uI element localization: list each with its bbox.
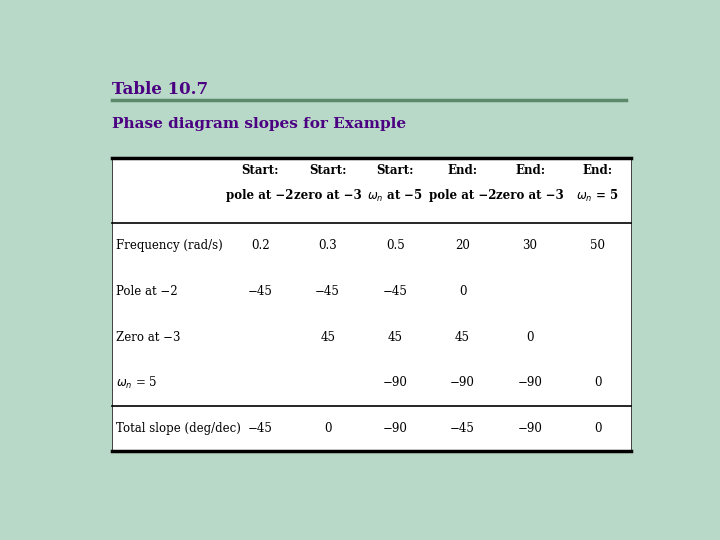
Text: pole at −2: pole at −2 bbox=[429, 190, 496, 202]
Text: −90: −90 bbox=[450, 376, 475, 389]
Text: pole at −2: pole at −2 bbox=[227, 190, 294, 202]
Text: Start:: Start: bbox=[241, 164, 279, 177]
Text: End:: End: bbox=[515, 164, 545, 177]
Text: −45: −45 bbox=[383, 285, 408, 298]
Text: Zero at −3: Zero at −3 bbox=[117, 330, 181, 343]
Text: 0: 0 bbox=[594, 422, 601, 435]
Text: 45: 45 bbox=[387, 330, 402, 343]
Text: Start:: Start: bbox=[309, 164, 346, 177]
Text: Table 10.7: Table 10.7 bbox=[112, 82, 209, 98]
Text: 0: 0 bbox=[459, 285, 467, 298]
Text: 0: 0 bbox=[324, 422, 331, 435]
Text: −90: −90 bbox=[383, 422, 408, 435]
Text: −45: −45 bbox=[315, 285, 340, 298]
Text: Frequency (rad/s): Frequency (rad/s) bbox=[117, 239, 223, 252]
Text: 45: 45 bbox=[320, 330, 336, 343]
Text: Total slope (deg/dec): Total slope (deg/dec) bbox=[117, 422, 241, 435]
Text: Phase diagram slopes for Example: Phase diagram slopes for Example bbox=[112, 117, 407, 131]
Text: −45: −45 bbox=[248, 285, 273, 298]
Text: 50: 50 bbox=[590, 239, 605, 252]
Text: $\omega_n$ at −5: $\omega_n$ at −5 bbox=[367, 188, 423, 204]
Text: zero at −3: zero at −3 bbox=[496, 190, 564, 202]
Text: 0.3: 0.3 bbox=[318, 239, 337, 252]
Text: $\omega_n$ = 5: $\omega_n$ = 5 bbox=[117, 375, 158, 391]
FancyBboxPatch shape bbox=[112, 158, 631, 451]
Text: −90: −90 bbox=[518, 422, 542, 435]
Text: 30: 30 bbox=[523, 239, 538, 252]
Text: End:: End: bbox=[582, 164, 613, 177]
Text: Start:: Start: bbox=[377, 164, 414, 177]
Text: 0.5: 0.5 bbox=[386, 239, 405, 252]
Text: −90: −90 bbox=[518, 376, 542, 389]
Text: 0: 0 bbox=[594, 376, 601, 389]
Text: −45: −45 bbox=[248, 422, 273, 435]
Text: Pole at −2: Pole at −2 bbox=[117, 285, 178, 298]
Text: 20: 20 bbox=[455, 239, 470, 252]
Text: 0.2: 0.2 bbox=[251, 239, 269, 252]
Text: zero at −3: zero at −3 bbox=[294, 190, 361, 202]
Text: $\omega_n$ = 5: $\omega_n$ = 5 bbox=[576, 188, 619, 204]
Text: 45: 45 bbox=[455, 330, 470, 343]
Text: −90: −90 bbox=[383, 376, 408, 389]
Text: End:: End: bbox=[448, 164, 477, 177]
Text: 0: 0 bbox=[526, 330, 534, 343]
Text: −45: −45 bbox=[450, 422, 475, 435]
